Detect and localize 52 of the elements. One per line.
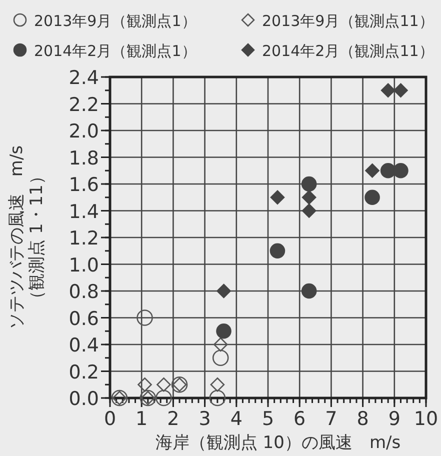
y-tick-label: 1.2 <box>68 228 99 250</box>
point <box>213 337 228 352</box>
point <box>301 283 317 299</box>
point <box>216 284 231 298</box>
x-tick-label: 7 <box>325 408 338 430</box>
point <box>156 390 172 406</box>
legend-label: 2014年2月（観測点1） <box>34 42 196 60</box>
y-tick-label: 2.0 <box>68 120 99 142</box>
y-tick-label: 2.2 <box>68 94 99 116</box>
point <box>270 243 286 259</box>
point <box>216 323 232 339</box>
y-tick-label: 1.4 <box>68 200 99 223</box>
point <box>380 83 396 98</box>
y-tick-label: 2.4 <box>68 67 99 89</box>
point <box>212 350 229 366</box>
x-tick-label: 6 <box>294 408 306 430</box>
x-tick-label: 4 <box>230 408 242 430</box>
legend-label: 2014年2月（観測点11） <box>262 42 434 60</box>
y-tick-label: 0.0 <box>68 388 99 410</box>
x-tick-label: 1 <box>136 408 148 430</box>
point <box>301 176 317 192</box>
point <box>302 190 316 205</box>
point <box>393 162 408 178</box>
y-axis-title: ソテツバテの風速 m/s （観測点 1・11） <box>7 145 47 330</box>
y-tick-label: 1.8 <box>68 147 99 170</box>
y-tick-label: 0.8 <box>68 281 99 303</box>
x-tick-label: 2 <box>167 408 180 430</box>
point <box>156 377 171 392</box>
point <box>380 162 396 178</box>
y-tick-label: 1.0 <box>68 254 99 276</box>
y-tick-label: 0.2 <box>68 361 99 384</box>
x-tick-label: 0 <box>104 408 116 430</box>
x-tick-label: 5 <box>262 408 274 430</box>
legend-label: 2013年9月（観測点11） <box>262 12 434 30</box>
point <box>210 377 225 392</box>
point <box>138 377 152 392</box>
point <box>394 83 408 98</box>
x-tick-label: 9 <box>388 408 400 430</box>
point <box>136 310 153 326</box>
y-tick-label: 0.4 <box>68 334 99 356</box>
point <box>209 390 226 406</box>
x-tick-label: 10 <box>414 408 438 430</box>
legend-label: 2013年9月（観測点1） <box>34 12 196 30</box>
x-tick-label: 3 <box>198 408 211 430</box>
y-tick-label: 1.6 <box>68 174 99 196</box>
point <box>270 190 285 205</box>
point <box>302 204 316 218</box>
point <box>364 190 380 206</box>
x-axis-title: 海岸（観測点 10）の風速 m/s <box>155 433 401 453</box>
x-tick-label: 8 <box>356 408 369 430</box>
y-tick-label: 0.6 <box>68 308 99 330</box>
point <box>365 163 380 178</box>
